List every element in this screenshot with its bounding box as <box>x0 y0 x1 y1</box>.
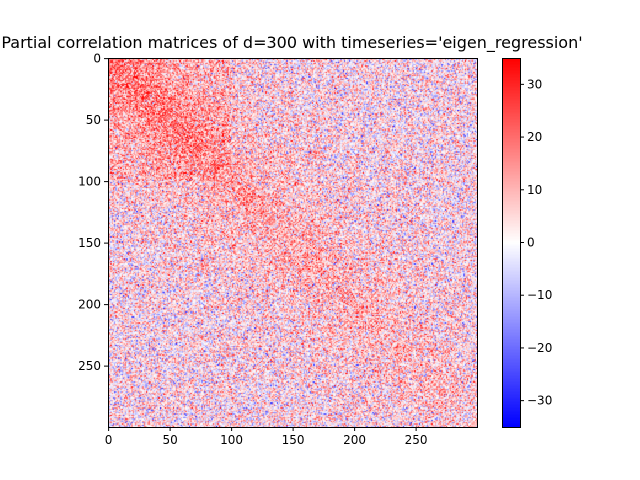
y-axis: 0 50 100 150 200 250 <box>78 52 108 373</box>
colorbar-gradient <box>502 58 520 427</box>
x-axis: 0 50 100 150 200 250 <box>105 427 428 447</box>
colorbar-tick-label: −10 <box>527 288 552 302</box>
y-tick-label: 200 <box>78 298 101 312</box>
x-tick-label: 250 <box>405 433 428 447</box>
colorbar-tick-label: −20 <box>527 341 552 355</box>
y-tick-label: 100 <box>78 175 101 189</box>
x-tick-label: 0 <box>105 433 113 447</box>
x-tick-label: 150 <box>282 433 305 447</box>
colorbar-tick-label: 30 <box>527 77 542 91</box>
colorbar-tick-label: 0 <box>527 236 535 250</box>
y-tick-label: 150 <box>78 236 101 250</box>
colorbar-tick-label: 20 <box>527 130 542 144</box>
colorbar-tick-label: 10 <box>527 183 542 197</box>
heatmap-image <box>108 58 477 427</box>
x-tick-label: 200 <box>343 433 366 447</box>
colorbar-tick-label: −30 <box>527 394 552 408</box>
x-tick-label: 100 <box>220 433 243 447</box>
y-tick-label: 250 <box>78 359 101 373</box>
y-tick-label: 0 <box>93 52 101 66</box>
colorbar-axis: −30 −20 −10 0 10 20 30 <box>520 77 552 408</box>
x-tick-label: 50 <box>162 433 177 447</box>
chart-title: Partial correlation matrices of d=300 wi… <box>1 33 583 52</box>
y-tick-label: 50 <box>86 113 101 127</box>
